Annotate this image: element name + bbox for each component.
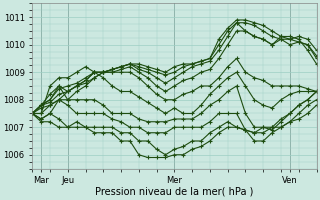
X-axis label: Pression niveau de la mer( hPa ): Pression niveau de la mer( hPa ) (95, 187, 253, 197)
